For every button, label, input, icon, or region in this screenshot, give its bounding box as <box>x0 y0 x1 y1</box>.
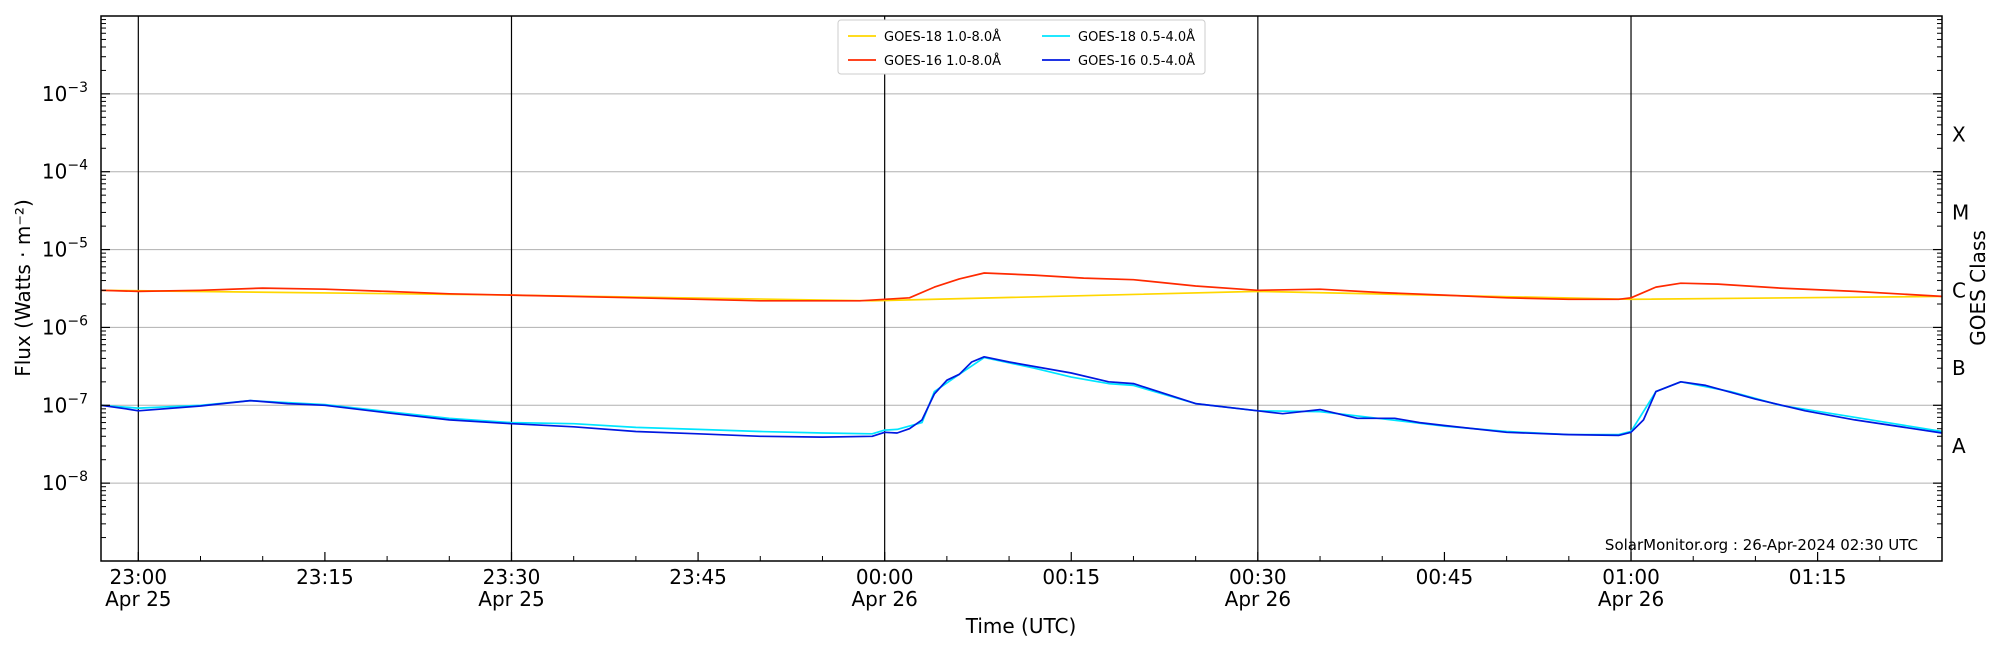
y-tick-base: 10 <box>42 160 67 184</box>
y-tick-exponent: −6 <box>67 313 88 329</box>
goes-class-letter: A <box>1952 434 1966 458</box>
y-tick-base: 10 <box>42 471 67 495</box>
legend-box <box>837 19 1206 75</box>
y-tick-base: 10 <box>42 315 67 339</box>
x-tick-time: 01:15 <box>1789 565 1847 589</box>
y-tick-base: 10 <box>42 393 67 417</box>
y-tick-label: 10−5 <box>42 236 88 262</box>
y-tick-base: 10 <box>42 82 67 106</box>
legend-label: GOES-16 1.0-8.0Å <box>884 53 1001 69</box>
y-tick-label: 10−7 <box>42 391 88 417</box>
y-tick-exponent: −7 <box>67 391 88 407</box>
x-tick-time: 23:45 <box>669 565 727 589</box>
goes-class-labels: A B C M X <box>1952 123 1969 458</box>
y-axis-ticks: 10−810−710−610−510−410−3 <box>42 19 1942 539</box>
x-tick-time: 23:00 <box>109 565 167 589</box>
y-tick-exponent: −3 <box>67 80 88 96</box>
y-tick-exponent: −5 <box>67 236 88 252</box>
legend-label: GOES-16 0.5-4.0Å <box>1078 53 1195 69</box>
y-tick-label: 10−3 <box>42 80 88 106</box>
x-tick-time: 00:45 <box>1416 565 1474 589</box>
series-line-2 <box>100 272 1943 302</box>
goes-class-letter: C <box>1952 278 1966 302</box>
x-tick-time: 23:30 <box>483 565 541 589</box>
credit-text: SolarMonitor.org : 26-Apr-2024 02:30 UTC <box>1605 536 1918 554</box>
x-tick-time: 23:15 <box>296 565 354 589</box>
x-tick-time: 00:00 <box>856 565 914 589</box>
y-tick-label: 10−8 <box>42 469 88 495</box>
x-tick-date: Apr 25 <box>105 587 171 611</box>
series-lines <box>100 272 1943 438</box>
legend-label: GOES-18 1.0-8.0Å <box>884 29 1001 45</box>
x-tick-time: 00:30 <box>1229 565 1287 589</box>
series-line-4 <box>100 355 1943 438</box>
legend-label: GOES-18 0.5-4.0Å <box>1078 29 1195 45</box>
x-tick-time: 00:15 <box>1042 565 1100 589</box>
legend: GOES-18 1.0-8.0Å GOES-16 1.0-8.0Å GOES-18 … <box>837 19 1206 75</box>
x-tick-date: Apr 26 <box>1598 587 1664 611</box>
y-axis-label: Flux (Watts · m⁻²) <box>11 199 35 377</box>
y-tick-exponent: −4 <box>67 158 88 174</box>
y-tick-exponent: −8 <box>67 469 88 485</box>
grid <box>101 16 1942 561</box>
x-axis-label: Time (UTC) <box>965 614 1077 638</box>
goes-class-letter: X <box>1952 123 1966 147</box>
goes-class-letter: M <box>1952 200 1969 224</box>
y-tick-label: 10−4 <box>42 158 88 184</box>
x-tick-date: Apr 26 <box>851 587 917 611</box>
x-tick-time: 01:00 <box>1602 565 1660 589</box>
right-axis-label: GOES Class <box>1966 230 1990 346</box>
plot-frame <box>100 15 1943 562</box>
goes-class-letter: B <box>1952 356 1966 380</box>
x-tick-date: Apr 26 <box>1225 587 1291 611</box>
y-tick-base: 10 <box>42 238 67 262</box>
y-tick-label: 10−6 <box>42 313 88 339</box>
x-tick-date: Apr 25 <box>478 587 544 611</box>
